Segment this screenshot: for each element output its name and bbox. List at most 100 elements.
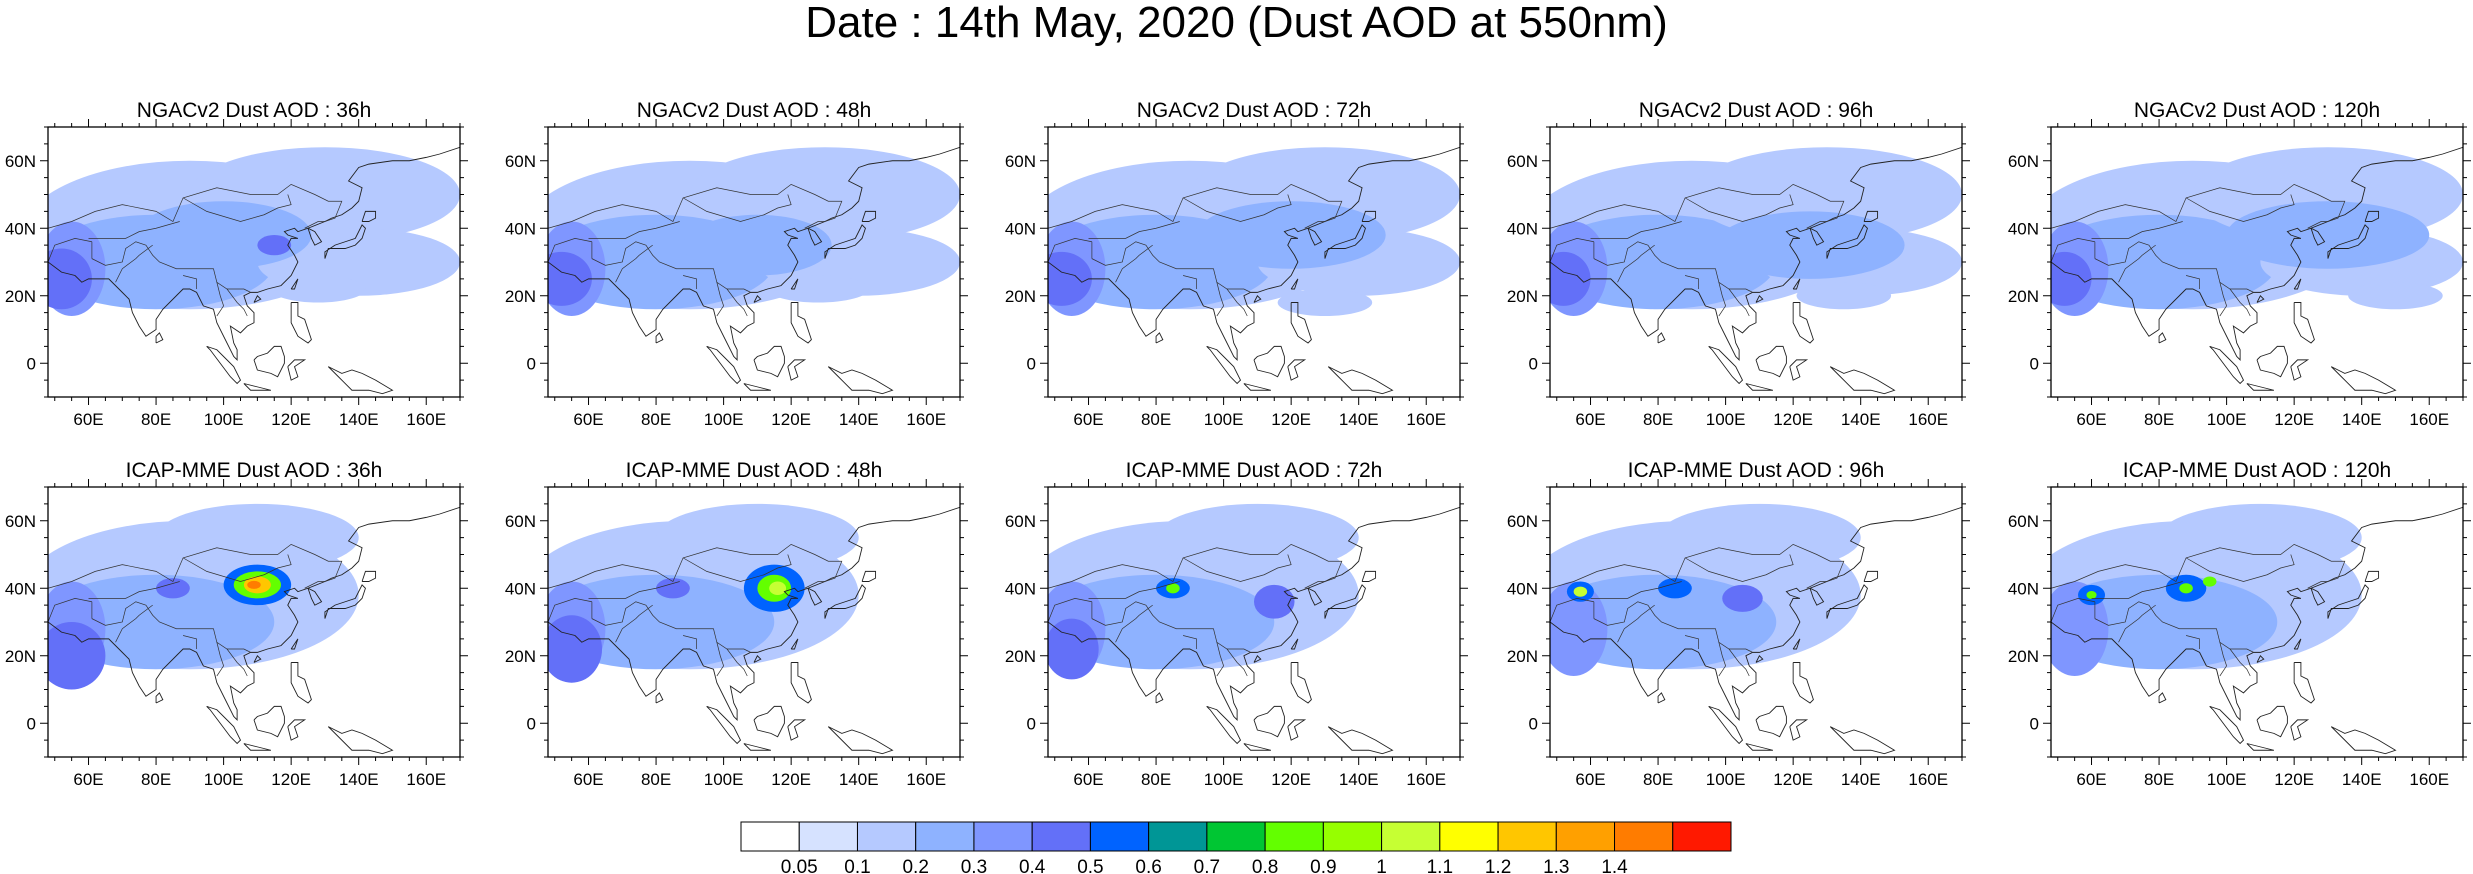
coastline — [2293, 278, 2302, 290]
colorbar-box — [915, 821, 975, 852]
lon-tick-label: 60E — [1073, 410, 1103, 429]
colorbar-box — [1555, 821, 1616, 852]
lat-tick-label: 0 — [1027, 714, 1036, 733]
panel-title: ICAP-MME Dust AOD : 96h — [1628, 459, 1885, 482]
lat-tick-label: 0 — [27, 354, 36, 373]
country-border — [682, 275, 697, 289]
country-border — [2219, 642, 2227, 677]
coastline — [1324, 584, 1366, 619]
country-border — [1550, 598, 1594, 623]
lon-tick-label: 80E — [2144, 770, 2174, 789]
country-border — [1182, 194, 1292, 222]
lat-tick-label: 0 — [1529, 714, 1538, 733]
country-border — [588, 581, 680, 599]
coastline — [1155, 692, 1164, 704]
colorbar-box — [1497, 821, 1557, 852]
country-border — [2118, 244, 2156, 283]
lon-tick-label: 140E — [339, 770, 379, 789]
country-border — [1091, 241, 1251, 293]
coastline — [2051, 146, 2463, 361]
lat-tick-label: 20N — [2008, 647, 2039, 666]
coastline — [753, 345, 785, 378]
dust-hotspot — [1254, 584, 1295, 619]
lon-tick-label: 80E — [2144, 410, 2174, 429]
lon-tick-label: 160E — [1908, 770, 1948, 789]
country-border — [1088, 221, 1180, 239]
coastline — [1253, 345, 1285, 378]
coastline — [1290, 278, 1299, 290]
lon-tick-label: 80E — [1141, 410, 1171, 429]
lon-tick-label: 140E — [1339, 410, 1379, 429]
country-border — [2051, 598, 2095, 623]
lon-tick-label: 100E — [1204, 770, 1244, 789]
lon-tick-label: 120E — [771, 770, 811, 789]
country-border — [1226, 288, 1248, 317]
lon-tick-label: 160E — [406, 410, 446, 429]
lon-tick-label: 140E — [839, 410, 879, 429]
map-panels: NGACv2 Dust AOD : 36h 60E 80E 100E 120E 140E 1… — [5, 99, 2471, 789]
coastline — [2209, 345, 2245, 385]
coastline — [1792, 278, 1801, 290]
dust-hotspot — [2202, 576, 2217, 587]
colorbar-box — [1148, 821, 1208, 852]
country-border — [1304, 581, 1325, 589]
colorbar-box — [1089, 821, 1150, 852]
dust-hotspot — [1166, 583, 1180, 594]
lon-tick-label: 80E — [141, 410, 171, 429]
country-border — [2307, 221, 2328, 229]
coastline — [2246, 743, 2274, 751]
dust-hotspot — [1715, 211, 1905, 279]
lat-tick-label: 40N — [5, 219, 36, 238]
coastline — [48, 146, 460, 361]
lon-tick-label: 140E — [1841, 410, 1881, 429]
lon-tick-label: 80E — [141, 770, 171, 789]
country-border — [1617, 604, 1655, 643]
coastline — [824, 224, 866, 259]
lon-tick-label: 120E — [271, 410, 311, 429]
country-border — [216, 282, 224, 317]
coastline — [790, 662, 812, 704]
dust-hotspot — [2348, 282, 2443, 310]
coastline — [1863, 210, 1879, 222]
lat-tick-label: 20N — [1507, 647, 1538, 666]
country-border — [1684, 554, 1794, 582]
coastline — [253, 345, 285, 378]
colorbar-box — [856, 821, 917, 852]
coastline — [787, 719, 807, 741]
coastline — [324, 224, 366, 259]
map-panel: NGACv2 Dust AOD : 48h 60E 80E 100E 120E 140E 1… — [505, 99, 968, 429]
coastline — [1327, 366, 1394, 395]
coastline — [1792, 662, 1814, 704]
coastline — [1755, 345, 1787, 378]
country-border — [1718, 282, 1726, 317]
dust-region — [1550, 581, 1608, 676]
coastline — [2293, 662, 2315, 704]
country-border — [91, 601, 251, 653]
colorbar-box — [1672, 821, 1732, 852]
lat-tick-label: 20N — [505, 287, 536, 306]
coastline — [790, 638, 799, 650]
dust-hotspot — [1573, 586, 1588, 597]
lat-tick-label: 60N — [505, 152, 536, 171]
coastline — [1287, 719, 1307, 741]
dust-hotspot — [683, 214, 832, 276]
country-border — [1182, 275, 1197, 289]
country-border — [726, 648, 748, 677]
coastline — [290, 302, 312, 344]
lon-tick-label: 120E — [1773, 770, 1813, 789]
lon-tick-label: 80E — [1141, 770, 1171, 789]
coastline — [824, 584, 866, 619]
country-border — [2091, 221, 2183, 239]
coastline — [243, 383, 271, 391]
lon-tick-label: 100E — [704, 410, 744, 429]
colorbar-label: 1.1 — [1427, 857, 1453, 874]
coastline — [361, 570, 377, 582]
country-border — [2094, 601, 2254, 653]
lon-tick-label: 60E — [573, 410, 603, 429]
dust-hotspot — [1277, 289, 1373, 316]
dust-hotspot — [156, 578, 190, 599]
country-border — [2307, 581, 2328, 589]
dust-region — [2159, 503, 2362, 572]
lat-tick-label: 20N — [1005, 287, 1036, 306]
country-border — [91, 241, 251, 293]
